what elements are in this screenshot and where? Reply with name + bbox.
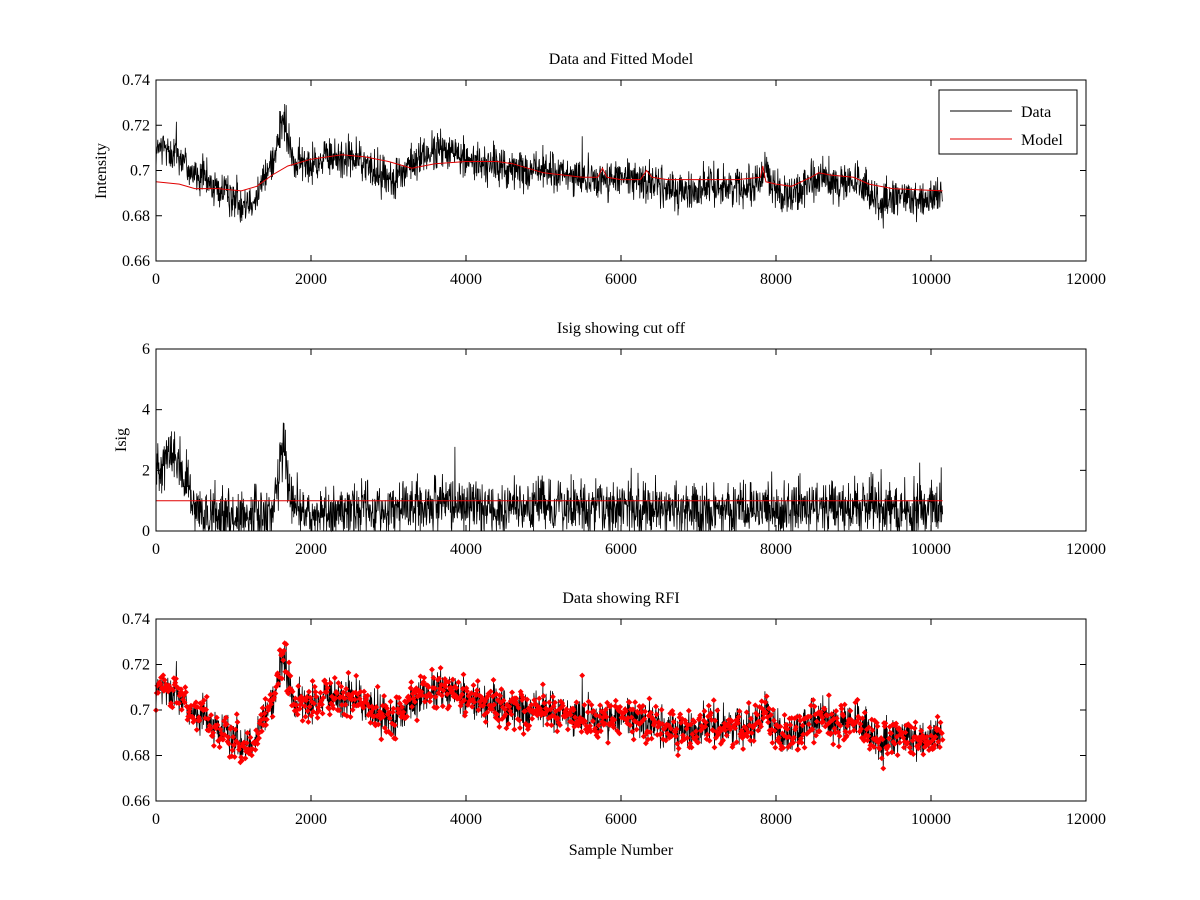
x-tick-label: 12000 bbox=[1066, 271, 1106, 288]
legend-data-label: Data bbox=[1021, 104, 1051, 121]
y-tick-label: 0.68 bbox=[122, 748, 150, 765]
x-tick-label: 6000 bbox=[605, 811, 637, 828]
rfi-panel: Data showing RFI 0 2000 4000 6000 8000 10000 1… bbox=[122, 590, 1106, 859]
y-tick-label: 0.7 bbox=[130, 163, 150, 180]
y-tick-label: 2 bbox=[142, 462, 150, 479]
x-tick-label: 2000 bbox=[295, 811, 327, 828]
isig-axis-ticks: 0 2000 4000 6000 8000 10000 12000 0 2 4 6 bbox=[142, 341, 1106, 558]
x-tick-label: 4000 bbox=[450, 811, 482, 828]
y-tick-label: 0.74 bbox=[122, 72, 150, 89]
intensity-y-axis-label: Intensity bbox=[93, 143, 110, 199]
x-tick-label: 10000 bbox=[911, 541, 951, 558]
intensity-axis-ticks: 0 2000 4000 6000 8000 10000 12000 0.66 0.68 0.7 0.… bbox=[122, 72, 1106, 288]
isig-panel-title: Isig showing cut off bbox=[557, 320, 686, 337]
x-tick-label: 10000 bbox=[911, 811, 951, 828]
y-tick-label: 0.68 bbox=[122, 208, 150, 225]
isig-y-axis-label: Isig bbox=[113, 428, 130, 452]
intensity-legend: Data Model bbox=[938, 89, 1078, 155]
model-series bbox=[155, 154, 943, 192]
isig-plot-area bbox=[155, 422, 943, 533]
rfi-axis-ticks: 0 2000 4000 6000 8000 10000 12000 0.66 0.68 0.7 0.… bbox=[122, 611, 1106, 828]
x-tick-label: 12000 bbox=[1066, 541, 1106, 558]
intensity-panel-title: Data and Fitted Model bbox=[549, 51, 694, 68]
x-tick-label: 2000 bbox=[295, 541, 327, 558]
y-tick-label: 0.66 bbox=[122, 793, 150, 810]
isig-axes-frame bbox=[155, 348, 1087, 532]
rfi-plot-area bbox=[153, 640, 946, 772]
x-tick-label: 10000 bbox=[911, 271, 951, 288]
y-tick-label: 0.66 bbox=[122, 253, 150, 270]
intensity-plot-area bbox=[155, 103, 943, 229]
legend-box bbox=[938, 89, 1078, 155]
x-tick-label: 0 bbox=[152, 811, 160, 828]
x-tick-label: 6000 bbox=[605, 271, 637, 288]
x-tick-label: 12000 bbox=[1066, 811, 1106, 828]
legend-model-label: Model bbox=[1021, 132, 1063, 149]
x-tick-label: 8000 bbox=[760, 271, 792, 288]
isig-panel: Isig showing cut off Isig 0 2000 4000 6000 8… bbox=[113, 320, 1106, 558]
rfi-x-axis-label: Sample Number bbox=[569, 842, 674, 859]
x-tick-label: 0 bbox=[152, 271, 160, 288]
x-tick-label: 8000 bbox=[760, 811, 792, 828]
intensity-panel: Data and Fitted Model Intensity 0 2000 400… bbox=[93, 51, 1106, 288]
y-tick-label: 0.74 bbox=[122, 611, 150, 628]
x-tick-label: 4000 bbox=[450, 541, 482, 558]
x-tick-label: 4000 bbox=[450, 271, 482, 288]
series-0-series bbox=[155, 422, 943, 533]
rfi-axes-frame bbox=[155, 618, 1087, 802]
x-tick-label: 0 bbox=[152, 541, 160, 558]
y-tick-label: 0.72 bbox=[122, 117, 150, 134]
y-tick-label: 0.7 bbox=[130, 702, 150, 719]
y-tick-label: 6 bbox=[142, 341, 150, 358]
intensity-axes-frame bbox=[155, 79, 1087, 262]
y-tick-label: 0 bbox=[142, 523, 150, 540]
rfi-panel-title: Data showing RFI bbox=[562, 590, 679, 607]
y-tick-label: 0.72 bbox=[122, 657, 150, 674]
y-tick-label: 4 bbox=[142, 402, 150, 419]
data-series bbox=[155, 103, 943, 229]
x-tick-label: 6000 bbox=[605, 541, 637, 558]
x-tick-label: 8000 bbox=[760, 541, 792, 558]
x-tick-label: 2000 bbox=[295, 271, 327, 288]
